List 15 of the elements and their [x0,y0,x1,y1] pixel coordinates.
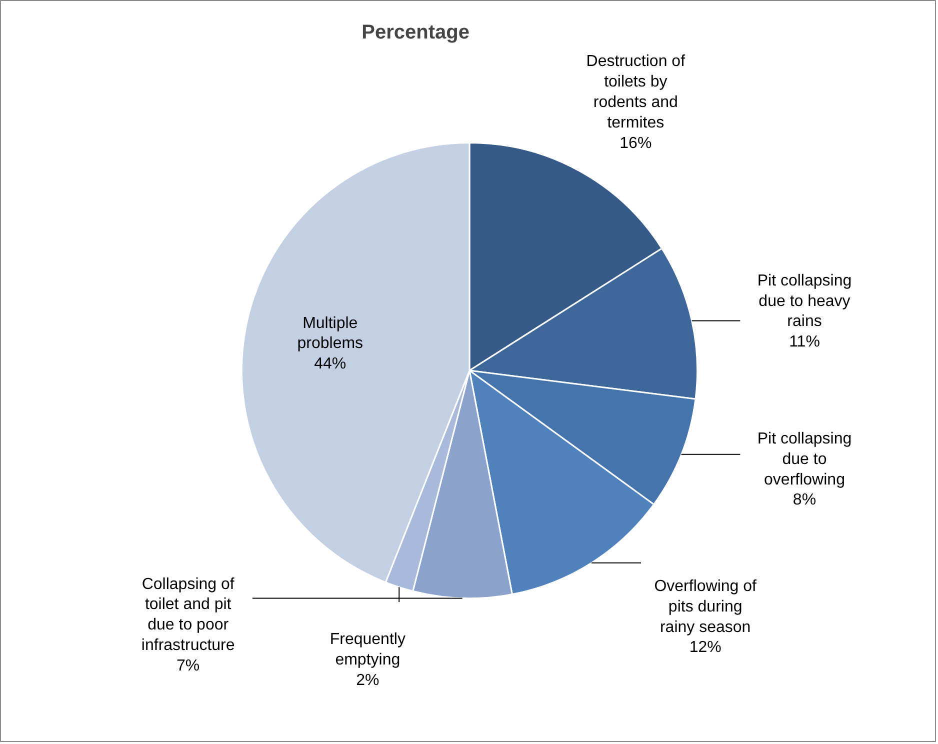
slice-label: Pit collapsing due to heavy rains [757,272,852,330]
slice-label: Multiple problems [297,314,364,352]
data-label: 11% [789,334,820,351]
slice-label: Pit collapsing due to overflowing [757,430,852,488]
slice-label: Collapsing of toilet and pit due to poor infrastructure [141,576,235,654]
data-label: 44% [314,356,346,373]
data-label: 12% [689,639,722,656]
slice-label: Frequently emptying [330,631,406,668]
data-label: 8% [792,492,816,509]
data-label: 16% [620,134,652,152]
slice-label: Destruction of toilets by rodents and termites [586,53,686,132]
data-label: 2% [356,672,380,689]
slice-label: Overflowing of pits during rainy season [654,578,758,636]
data-label: 7% [176,657,200,674]
chart-title: Percentage [362,22,470,44]
